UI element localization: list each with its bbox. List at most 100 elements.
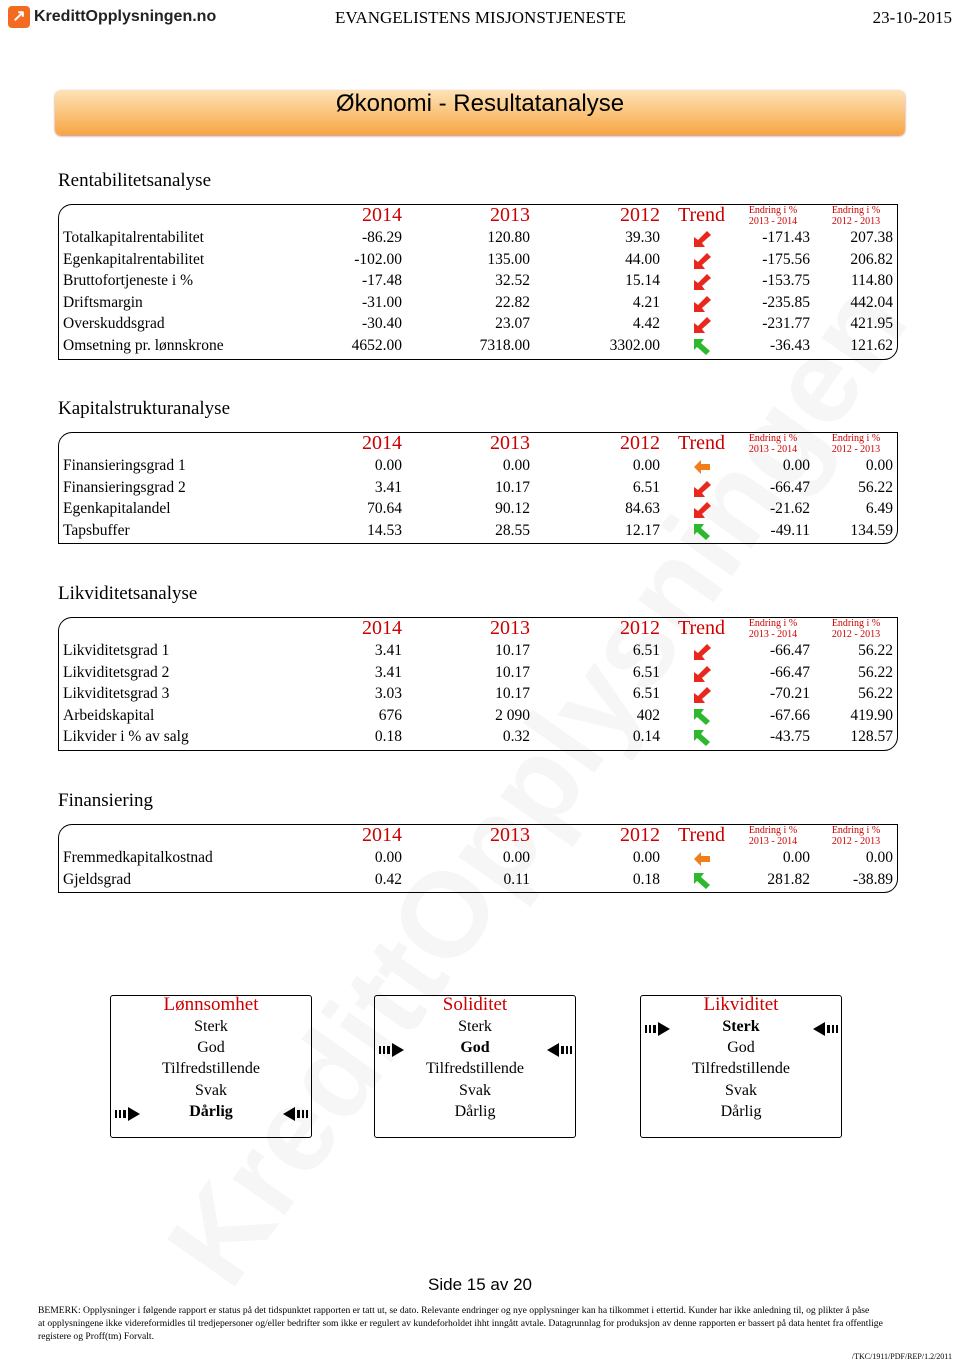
cell-value: 4.21 xyxy=(632,293,660,311)
cell-value: 135.00 xyxy=(487,250,530,268)
rating-arrow xyxy=(546,1043,572,1062)
change-header-period: 2012 - 2013 xyxy=(831,836,881,847)
logo-icon: ↗ xyxy=(8,6,30,28)
row-label: Likviditetsgrad 2 xyxy=(63,663,170,681)
cell-change: -43.75 xyxy=(769,728,810,746)
rating-level: Dårlig xyxy=(720,1102,762,1120)
rating-level: Dårlig xyxy=(189,1102,233,1120)
cell-value: 3.03 xyxy=(374,685,402,703)
year-header: 2014 xyxy=(362,824,402,846)
row-label: Finansieringsgrad 1 xyxy=(63,457,186,474)
change-header-label: Endring i % xyxy=(831,825,881,836)
row-label: Egenkapitalandel xyxy=(63,500,171,518)
row-label: Totalkapitalrentabilitet xyxy=(63,229,204,246)
cell-value: 0.00 xyxy=(374,457,402,474)
year-header: 2014 xyxy=(362,204,402,226)
cell-value: 10.17 xyxy=(495,642,530,659)
rating-arrow xyxy=(282,1106,308,1126)
change-header-label: Endring i % xyxy=(748,618,798,629)
rating-level: God xyxy=(197,1039,225,1057)
trend-icon xyxy=(692,316,712,339)
row-label: Bruttofortjeneste i % xyxy=(63,272,193,290)
cell-change: -153.75 xyxy=(762,272,810,290)
cell-change: -21.62 xyxy=(769,500,810,518)
cell-value: 3.41 xyxy=(374,642,402,659)
change-header-label: Endring i % xyxy=(748,205,798,216)
trend-icon xyxy=(692,665,712,688)
cell-value: 120.80 xyxy=(487,229,530,246)
cell-value: 0.00 xyxy=(374,849,402,866)
cell-change: 114.80 xyxy=(850,272,893,290)
trend-icon xyxy=(692,252,712,275)
trend-icon xyxy=(692,872,712,895)
change-header-period: 2013 - 2014 xyxy=(748,444,798,455)
cell-value: -31.00 xyxy=(361,293,402,311)
cell-value: 0.00 xyxy=(502,457,530,474)
table-border xyxy=(58,432,898,545)
row-label: Driftsmargin xyxy=(63,293,143,311)
cell-change: -36.43 xyxy=(769,337,810,354)
notice-line: BEMERK: Opplysninger i følgende rapport … xyxy=(38,1305,870,1316)
table-border xyxy=(58,824,898,894)
table-border xyxy=(58,617,898,751)
table-border xyxy=(58,204,898,360)
rating-level: Svak xyxy=(195,1081,227,1099)
change-header-period: 2012 - 2013 xyxy=(831,444,881,455)
cell-value: 6.51 xyxy=(632,663,660,681)
cell-change: 419.90 xyxy=(850,706,893,724)
rating-level: Dårlig xyxy=(454,1102,496,1120)
change-header-period: 2013 - 2014 xyxy=(748,836,798,847)
cell-value: 6.51 xyxy=(632,642,660,659)
cell-value: 22.82 xyxy=(495,293,530,311)
cell-change: 56.22 xyxy=(858,642,893,659)
rating-level: Tilfredstillende xyxy=(161,1060,261,1078)
cell-value: 0.14 xyxy=(632,728,660,746)
cell-value: 70.64 xyxy=(367,500,402,518)
row-label: Tapsbuffer xyxy=(63,521,130,539)
cell-value: 0.00 xyxy=(502,849,530,866)
change-header-period: 2013 - 2014 xyxy=(748,216,798,227)
year-header: 2013 xyxy=(490,824,530,846)
trend-header: Trend xyxy=(677,617,725,639)
cell-change: 0.00 xyxy=(865,849,893,866)
cell-change: 128.57 xyxy=(850,728,893,746)
rating-level: Sterk xyxy=(458,1018,492,1035)
cell-value: 0.11 xyxy=(503,870,530,888)
trend-icon xyxy=(692,230,712,253)
cell-change: -231.77 xyxy=(762,315,810,333)
cell-value: 10.17 xyxy=(495,685,530,703)
cell-value: 0.18 xyxy=(632,870,660,888)
section-title: Likviditetsanalyse xyxy=(58,583,198,604)
rating-title: Lønnsomhet xyxy=(163,994,259,1015)
rating-box xyxy=(110,995,312,1138)
cell-value: 3.41 xyxy=(374,478,402,496)
cell-change: 421.95 xyxy=(850,315,893,333)
change-header-label: Endring i % xyxy=(748,825,798,836)
cell-value: 2 090 xyxy=(495,706,530,724)
rating-arrow xyxy=(645,1022,671,1041)
change-header-label: Endring i % xyxy=(831,433,881,444)
cell-change: -66.47 xyxy=(769,642,810,659)
section-title: Finansiering xyxy=(58,790,153,811)
year-header: 2013 xyxy=(490,432,530,454)
cell-value: 4.42 xyxy=(632,315,660,333)
row-label: Likviditetsgrad 1 xyxy=(63,642,170,659)
page-number: Side 15 av 20 xyxy=(428,1275,532,1294)
cell-value: -30.40 xyxy=(361,315,402,333)
cell-value: 12.17 xyxy=(625,521,660,539)
cell-value: 676 xyxy=(378,706,402,724)
cell-change: 281.82 xyxy=(767,870,810,888)
cell-value: 7318.00 xyxy=(479,337,530,354)
section-title: Rentabilitetsanalyse xyxy=(58,170,212,191)
cell-value: 10.17 xyxy=(495,478,530,496)
rating-arrow xyxy=(379,1043,405,1062)
trend-icon xyxy=(692,501,712,524)
cell-change: 56.22 xyxy=(858,685,893,703)
cell-value: 0.00 xyxy=(632,457,660,474)
trend-icon xyxy=(692,708,712,731)
year-header: 2013 xyxy=(490,204,530,226)
cell-value: 4652.00 xyxy=(351,337,402,354)
cell-change: -66.47 xyxy=(769,663,810,681)
cell-change: -235.85 xyxy=(762,293,810,311)
trend-header: Trend xyxy=(677,824,725,846)
